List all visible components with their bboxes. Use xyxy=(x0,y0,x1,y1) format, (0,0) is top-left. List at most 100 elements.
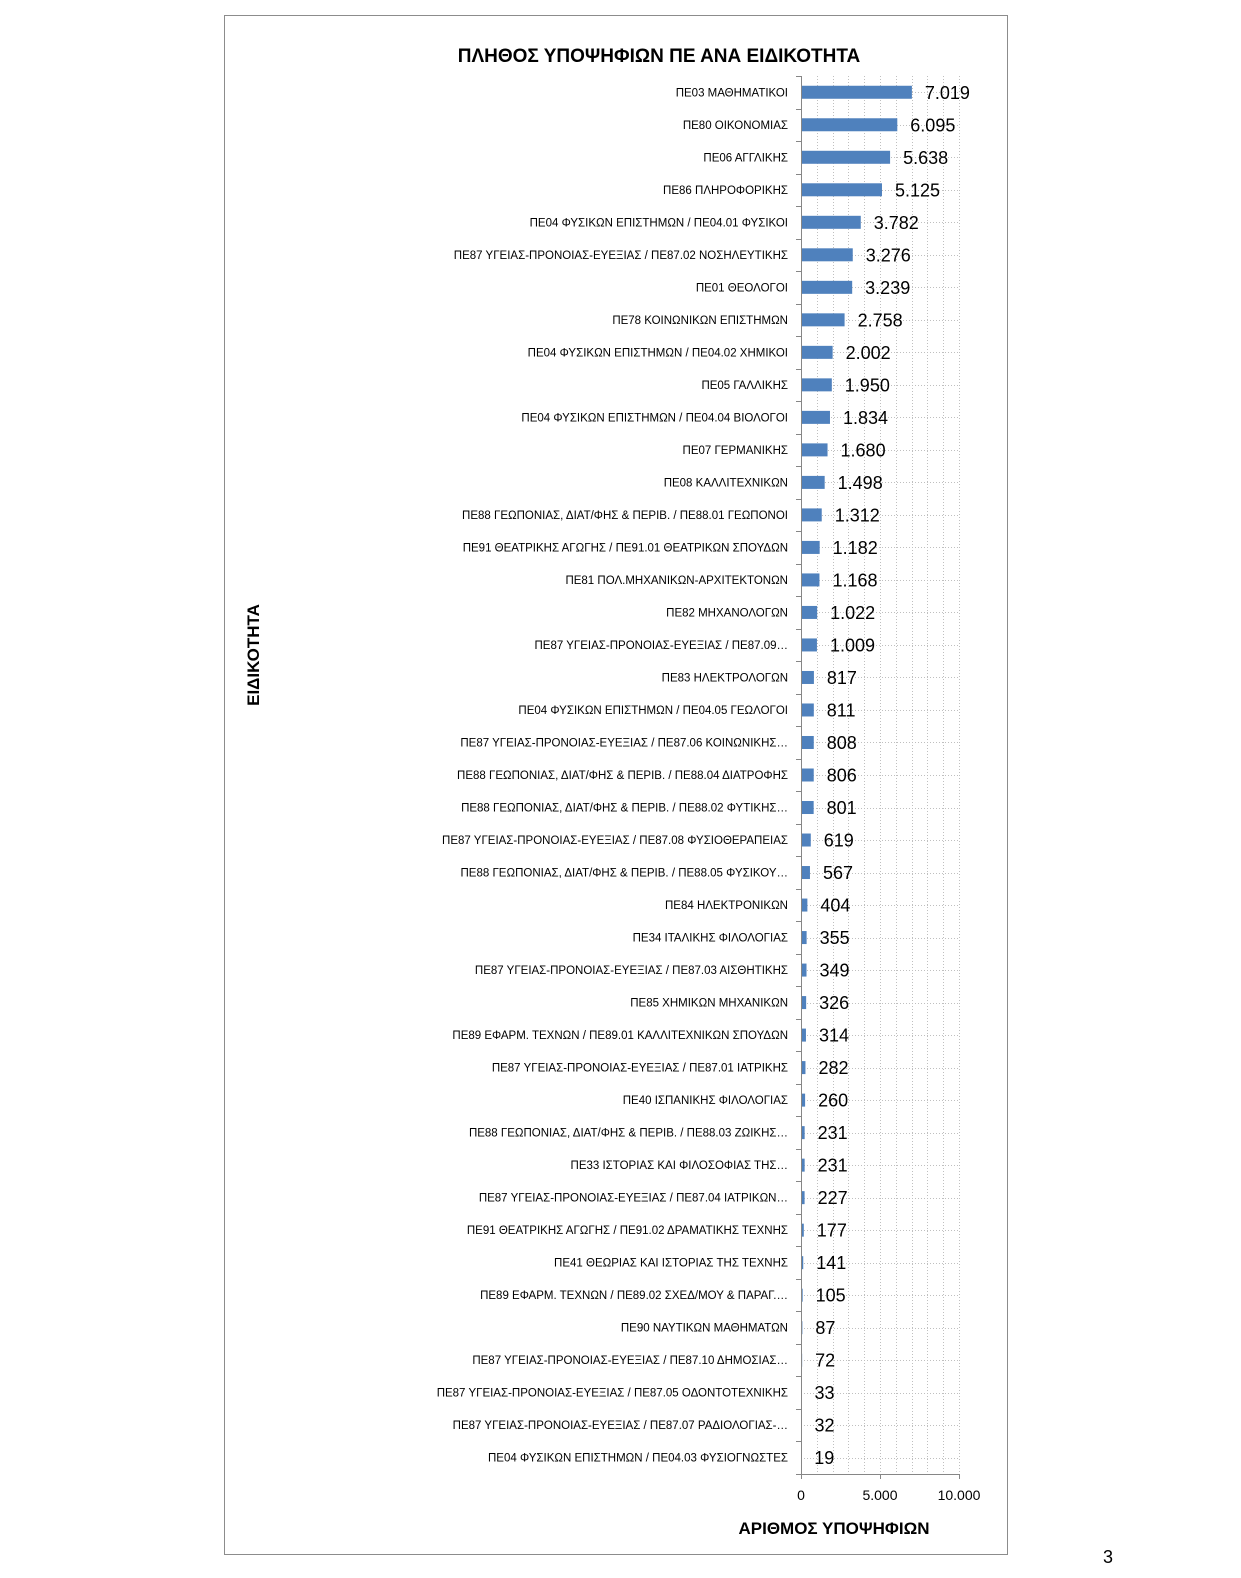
bar xyxy=(801,248,853,262)
category-label: ΠΕ87 ΥΓΕΙΑΣ-ΠΡΟΝΟΙΑΣ-ΕΥΕΞΙΑΣ / ΠΕ87.07 Ρ… xyxy=(453,1420,788,1432)
data-label: 105 xyxy=(816,1286,846,1306)
bar xyxy=(801,540,820,554)
category-label: ΠΕ88 ΓΕΩΠΟΝΙΑΣ, ΔΙΑΤ/ΦΗΣ & ΠΕΡΙΒ. / ΠΕ88… xyxy=(469,1128,788,1140)
data-label: 2.758 xyxy=(858,310,903,330)
data-label: 1.022 xyxy=(830,603,875,623)
bar xyxy=(801,1256,804,1270)
page-number: 3 xyxy=(1103,1547,1113,1567)
bar xyxy=(801,1028,806,1042)
bar xyxy=(801,280,853,294)
data-label: 32 xyxy=(815,1416,835,1436)
category-label: ΠΕ41 ΘΕΩΡΙΑΣ ΚΑΙ ΙΣΤΟΡΙΑΣ ΤΗΣ ΤΕΧΝΗΣ xyxy=(554,1258,788,1270)
category-label: ΠΕ88 ΓΕΩΠΟΝΙΑΣ, ΔΙΑΤ/ΦΗΣ & ΠΕΡΙΒ. / ΠΕ88… xyxy=(461,803,788,815)
data-label: 1.168 xyxy=(832,570,877,590)
bar xyxy=(801,313,845,327)
category-label: ΠΕ88 ΓΕΩΠΟΝΙΑΣ, ΔΙΑΤ/ΦΗΣ & ΠΕΡΙΒ. / ΠΕ88… xyxy=(461,868,789,880)
category-label: ΠΕ90 ΝΑΥΤΙΚΩΝ ΜΑΘΗΜΑΤΩΝ xyxy=(621,1323,788,1335)
bar xyxy=(801,215,861,229)
category-label: ΠΕ84 ΗΛΕΚΤΡΟΝΙΚΩΝ xyxy=(665,900,788,912)
category-label: ΠΕ83 ΗΛΕΚΤΡΟΛΟΓΩΝ xyxy=(662,672,788,684)
category-label: ΠΕ85 ΧΗΜΙΚΩΝ ΜΗΧΑΝΙΚΩΝ xyxy=(630,998,788,1010)
bar xyxy=(801,1191,805,1205)
bar xyxy=(801,378,832,392)
bar xyxy=(801,1223,804,1237)
data-label: 808 xyxy=(827,733,857,753)
category-label: ΠΕ04 ΦΥΣΙΚΩΝ ΕΠΙΣΤΗΜΩΝ / ΠΕ04.02 ΧΗΜΙΚΟΙ xyxy=(528,347,788,359)
category-label: ΠΕ87 ΥΓΕΙΑΣ-ΠΡΟΝΟΙΑΣ-ΕΥΕΞΙΑΣ / ΠΕ87.10 Δ… xyxy=(472,1355,788,1367)
category-label: ΠΕ87 ΥΓΕΙΑΣ-ΠΡΟΝΟΙΑΣ-ΕΥΕΞΙΑΣ / ΠΕ87.08 Φ… xyxy=(442,835,788,847)
bar xyxy=(801,443,828,457)
data-labels: 7.019 6.095 5.638 5.125 3.782 3.276 3.239 2.758… xyxy=(814,83,970,1468)
bars xyxy=(801,85,912,1465)
bar xyxy=(801,996,807,1010)
category-label: ΠΕ40 ΙΣΠΑΝΙΚΗΣ ΦΙΛΟΛΟΓΙΑΣ xyxy=(623,1095,788,1107)
data-label: 1.312 xyxy=(835,505,880,525)
bar xyxy=(801,475,825,489)
data-label: 349 xyxy=(820,961,850,981)
x-tick-label: 5.000 xyxy=(862,1487,897,1503)
bar xyxy=(801,768,814,782)
bar xyxy=(801,866,810,880)
bar xyxy=(801,150,891,164)
data-label: 33 xyxy=(815,1383,835,1403)
category-label: ΠΕ87 ΥΓΕΙΑΣ-ΠΡΟΝΟΙΑΣ-ΕΥΕΞΙΑΣ / ΠΕ87.09… xyxy=(534,640,788,652)
category-label: ΠΕ86 ΠΛΗΡΟΦΟΡΙΚΗΣ xyxy=(663,185,788,197)
category-labels: ΠΕ03 ΜΑΘΗΜΑΤΙΚΟΙ ΠΕ80 ΟΙΚΟΝΟΜΙΑΣ ΠΕ06 ΑΓΓΛ… xyxy=(437,87,788,1464)
bar xyxy=(801,931,807,945)
category-label: ΠΕ87 ΥΓΕΙΑΣ-ΠΡΟΝΟΙΑΣ-ΕΥΕΞΙΑΣ / ΠΕ87.01 Ι… xyxy=(492,1063,788,1075)
data-label: 231 xyxy=(818,1156,848,1176)
bar xyxy=(801,898,808,912)
bar xyxy=(801,638,817,652)
bar xyxy=(801,410,830,424)
category-label: ΠΕ87 ΥΓΕΙΑΣ-ΠΡΟΝΟΙΑΣ-ΕΥΕΞΙΑΣ / ΠΕ87.04 Ι… xyxy=(479,1193,788,1205)
data-label: 1.182 xyxy=(833,538,878,558)
y-axis-title-group: ΕΙΔΙΚΟΤΗΤΑ xyxy=(244,604,263,706)
data-label: 567 xyxy=(823,863,853,883)
data-label: 227 xyxy=(818,1188,848,1208)
bar xyxy=(801,508,822,522)
data-label: 326 xyxy=(819,993,849,1013)
data-label: 282 xyxy=(818,1058,848,1078)
bar xyxy=(801,183,882,197)
y-axis-title: ΕΙΔΙΚΟΤΗΤΑ xyxy=(244,604,263,706)
bar xyxy=(801,605,818,619)
data-label: 5.125 xyxy=(895,180,940,200)
data-label: 260 xyxy=(818,1091,848,1111)
category-label: ΠΕ91 ΘΕΑΤΡΙΚΗΣ ΑΓΩΓΗΣ / ΠΕ91.02 ΔΡΑΜΑΤΙΚ… xyxy=(467,1225,788,1237)
data-label: 87 xyxy=(815,1318,835,1338)
bar xyxy=(801,1093,806,1107)
x-tick-labels: 0 5.000 10.000 xyxy=(797,1487,981,1503)
bar xyxy=(801,670,814,684)
bar xyxy=(801,573,820,587)
bar xyxy=(801,1061,806,1075)
bar xyxy=(801,118,898,132)
data-label: 72 xyxy=(815,1351,835,1371)
chart-frame xyxy=(224,15,1008,1555)
data-label: 404 xyxy=(820,896,850,916)
data-label: 7.019 xyxy=(925,83,970,103)
bar xyxy=(801,1126,805,1140)
category-label: ΠΕ87 ΥΓΕΙΑΣ-ΠΡΟΝΟΙΑΣ-ΕΥΕΞΙΑΣ / ΠΕ87.06 Κ… xyxy=(460,737,788,749)
bar xyxy=(801,963,807,977)
data-label: 1.950 xyxy=(845,375,890,395)
data-label: 3.239 xyxy=(865,278,910,298)
data-label: 806 xyxy=(827,766,857,786)
category-label: ΠΕ82 ΜΗΧΑΝΟΛΟΓΩΝ xyxy=(666,607,788,619)
category-label: ΠΕ04 ΦΥΣΙΚΩΝ ΕΠΙΣΤΗΜΩΝ / ΠΕ04.01 ΦΥΣΙΚΟΙ xyxy=(530,217,788,229)
category-label: ΠΕ88 ΓΕΩΠΟΝΙΑΣ, ΔΙΑΤ/ΦΗΣ & ΠΕΡΙΒ. / ΠΕ88… xyxy=(462,510,788,522)
category-label: ΠΕ89 ΕΦΑΡΜ. ΤΕΧΝΩΝ / ΠΕ89.01 ΚΑΛΛΙΤΕΧΝΙΚ… xyxy=(452,1030,788,1042)
category-label: ΠΕ81 ΠΟΛ.ΜΗΧΑΝΙΚΩΝ-ΑΡΧΙΤΕΚΤΟΝΩΝ xyxy=(565,575,788,587)
bar xyxy=(801,833,811,847)
bar xyxy=(801,345,833,359)
bar xyxy=(801,1158,805,1172)
category-label: ΠΕ04 ΦΥΣΙΚΩΝ ΕΠΙΣΤΗΜΩΝ / ΠΕ04.03 ΦΥΣΙΟΓΝ… xyxy=(488,1453,788,1465)
data-label: 141 xyxy=(816,1253,846,1273)
data-label: 177 xyxy=(817,1221,847,1241)
data-label: 314 xyxy=(819,1026,849,1046)
category-label: ΠΕ01 ΘΕΟΛΟΓΟΙ xyxy=(696,282,788,294)
category-label: ΠΕ91 ΘΕΑΤΡΙΚΗΣ ΑΓΩΓΗΣ / ΠΕ91.01 ΘΕΑΤΡΙΚΩ… xyxy=(463,542,788,554)
category-label: ΠΕ07 ΓΕΡΜΑΝΙΚΗΣ xyxy=(683,445,788,457)
category-label: ΠΕ87 ΥΓΕΙΑΣ-ΠΡΟΝΟΙΑΣ-ΕΥΕΞΙΑΣ / ΠΕ87.05 Ο… xyxy=(437,1388,788,1400)
x-axis-title: ΑΡΙΘΜΟΣ ΥΠΟΨΗΦΙΩΝ xyxy=(738,1519,929,1538)
